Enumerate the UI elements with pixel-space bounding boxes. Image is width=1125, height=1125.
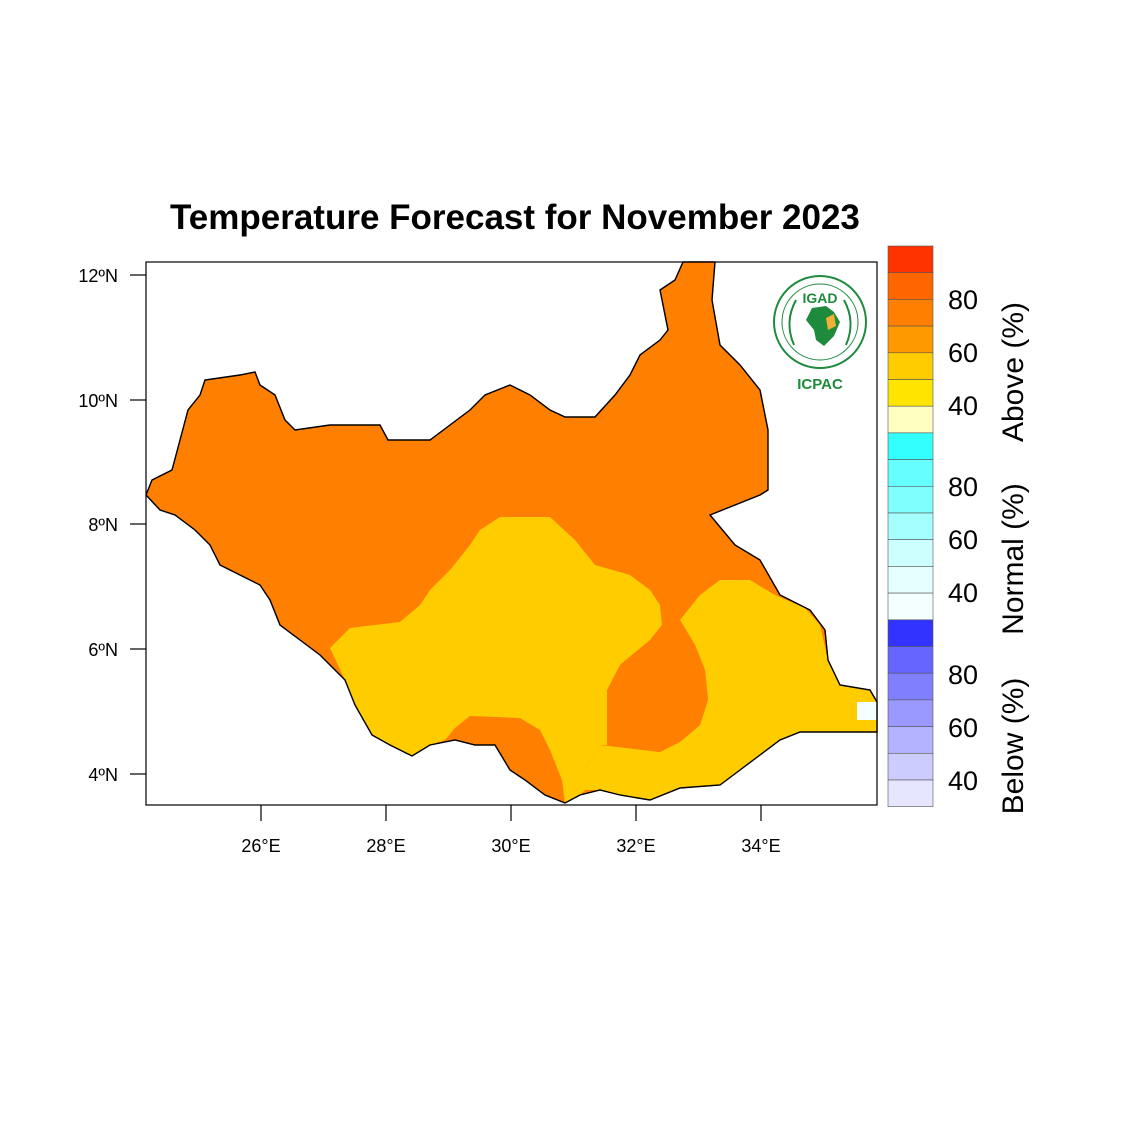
- legend-swatch-normal-2: [887, 485, 934, 514]
- legend-label: 60: [948, 338, 978, 368]
- legend-label: 80: [948, 660, 978, 690]
- legend-swatch-above-1: [887, 272, 934, 300]
- map-title: Temperature Forecast for November 2023: [170, 198, 860, 237]
- legend-swatch-below-4: [887, 726, 934, 754]
- country-outline: [145, 261, 878, 804]
- legend-swatch-normal-5: [887, 566, 934, 594]
- legend-label: 80: [948, 472, 978, 502]
- lat-tick-label: 4ºN: [88, 765, 118, 785]
- zone-above-yellow-east: [585, 580, 877, 800]
- lat-tick-label: 12ºN: [78, 266, 118, 286]
- logo-top-text: IGAD: [803, 290, 838, 306]
- legend-title-normal: Normal (%): [997, 483, 1030, 635]
- lon-tick-label: 28°E: [366, 836, 405, 856]
- legend-label: 60: [948, 525, 978, 555]
- legend-swatch-below-3: [887, 699, 934, 727]
- zone-above-orange-island: [607, 620, 708, 752]
- legend-swatch-normal-6: [887, 592, 934, 621]
- logo-bottom-text: ICPAC: [797, 376, 843, 393]
- legend-label: 40: [948, 766, 978, 796]
- legend-swatch-above-6: [887, 405, 934, 434]
- zone-normal-east: [857, 702, 877, 720]
- legend-title-above: Above (%): [997, 302, 1030, 442]
- legend-swatch-normal-3: [887, 512, 934, 541]
- zone-above-yellow-central: [330, 517, 662, 803]
- axis-ticks: [130, 274, 762, 821]
- legend-swatch-above-2: [887, 299, 934, 327]
- lon-tick-label: 30°E: [491, 836, 530, 856]
- legend-swatch-below-2: [887, 672, 934, 701]
- icpac-logo: IGAD ICPAC: [773, 275, 867, 393]
- legend-swatch-normal-4: [887, 539, 934, 567]
- lon-tick-label: 34°E: [741, 836, 780, 856]
- legend-swatch-normal-1: [887, 459, 934, 487]
- legend-swatch-above-0: [887, 245, 934, 274]
- legend-label: 80: [948, 285, 978, 315]
- legend-swatch-above-5: [887, 379, 934, 407]
- legend-swatch-normal-0: [887, 432, 934, 460]
- lat-tick-label: 10ºN: [78, 391, 118, 411]
- legend-swatch-above-3: [887, 325, 934, 354]
- lon-tick-label: 32°E: [616, 836, 655, 856]
- colorbar: [887, 245, 934, 808]
- legend-swatch-above-4: [887, 352, 934, 380]
- legend-label: 40: [948, 391, 978, 421]
- legend-swatch-below-5: [887, 752, 934, 781]
- legend-swatch-below-0: [887, 619, 934, 647]
- legend-swatch-below-1: [887, 646, 934, 674]
- lat-tick-label: 6ºN: [88, 640, 118, 660]
- legend-label: 60: [948, 713, 978, 743]
- legend-label: 40: [948, 578, 978, 608]
- lat-tick-label: 8ºN: [88, 515, 118, 535]
- lon-tick-label: 26°E: [241, 836, 280, 856]
- legend-title-below: Below (%): [997, 678, 1030, 815]
- legend-swatch-below-6: [887, 779, 934, 808]
